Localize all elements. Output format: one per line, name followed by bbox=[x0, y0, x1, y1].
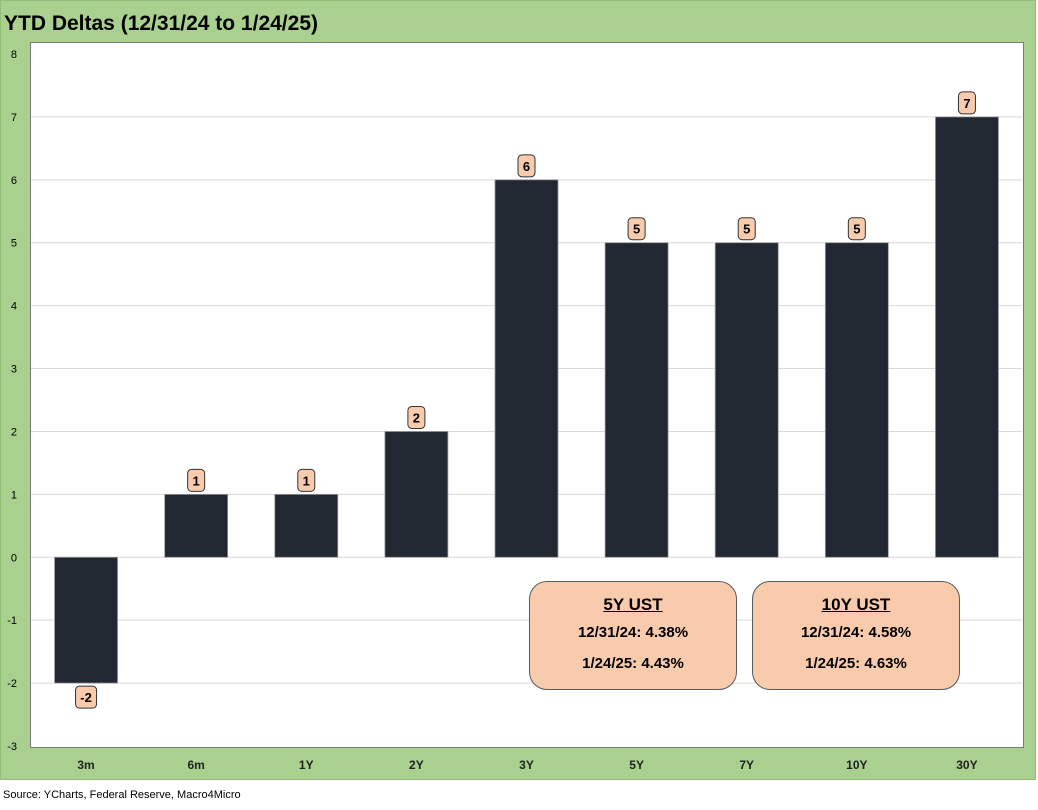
y-tick-label: -2 bbox=[7, 678, 17, 690]
data-label-text: -2 bbox=[80, 690, 92, 705]
y-tick-label: -1 bbox=[7, 615, 17, 627]
bar-5Y bbox=[604, 242, 669, 558]
x-tick-label: 6m bbox=[187, 758, 204, 772]
data-label-text: 7 bbox=[963, 96, 970, 111]
info-box-start-yield: 12/31/24: 4.58% bbox=[800, 624, 912, 641]
bar-chart: 8 7 6 5 4 3 2 1 0 -1 -2 -3 -2 3m 1 6m 1 1Y 2 2Y 6 3Y 5 5Y 5 7Y 5 10… bbox=[7, 49, 1022, 772]
x-tick-label: 2Y bbox=[409, 758, 424, 772]
data-label-text: 1 bbox=[303, 473, 310, 488]
data-label-text: 5 bbox=[633, 222, 640, 237]
data-label-text: 2 bbox=[413, 410, 420, 425]
data-label-2Y: 2 bbox=[407, 405, 426, 429]
x-tick-label: 10Y bbox=[846, 758, 867, 772]
bar-1Y bbox=[274, 493, 339, 558]
bar-3m bbox=[54, 556, 118, 684]
data-label-1Y: 1 bbox=[297, 468, 316, 492]
data-label-3Y: 6 bbox=[517, 154, 536, 178]
x-tick-label: 3m bbox=[77, 758, 94, 772]
data-label-5Y: 5 bbox=[627, 217, 646, 241]
y-tick-label: 3 bbox=[11, 364, 17, 376]
y-tick-label: 7 bbox=[11, 112, 17, 124]
bar-6m bbox=[164, 493, 229, 558]
data-label-badge bbox=[75, 685, 98, 709]
bar-7Y bbox=[714, 242, 779, 558]
y-tick-label: 4 bbox=[11, 301, 17, 313]
info-box-start-yield: 12/31/24: 4.38% bbox=[577, 624, 689, 641]
data-label-badge bbox=[957, 91, 976, 115]
x-tick-label: 1Y bbox=[299, 758, 314, 772]
data-label-badge bbox=[187, 468, 206, 492]
data-label-badge bbox=[847, 217, 866, 241]
info-box-end-yield: 1/24/25: 4.63% bbox=[805, 655, 907, 672]
data-label-text: 1 bbox=[193, 473, 200, 488]
y-tick-label: -3 bbox=[7, 741, 17, 753]
chart-title: YTD Deltas (12/31/24 to 1/24/25) bbox=[4, 12, 318, 35]
data-label-text: 5 bbox=[743, 222, 750, 237]
bar-3Y bbox=[494, 179, 559, 558]
data-label-badge bbox=[737, 217, 756, 241]
x-tick-label: 3Y bbox=[519, 758, 534, 772]
data-label-text: 6 bbox=[523, 159, 530, 174]
data-label-30Y: 7 bbox=[957, 91, 976, 115]
y-tick-label: 6 bbox=[11, 175, 17, 187]
data-label-7Y: 5 bbox=[737, 217, 756, 241]
info-box-title: 5Y UST bbox=[603, 595, 663, 614]
data-label-badge bbox=[297, 468, 316, 492]
y-tick-label: 1 bbox=[11, 489, 17, 501]
info-box-title: 10Y UST bbox=[821, 595, 891, 614]
y-tick-label: 5 bbox=[11, 238, 17, 250]
bar-2Y bbox=[384, 431, 449, 558]
y-tick-label: 2 bbox=[11, 426, 17, 438]
data-label-10Y: 5 bbox=[847, 217, 866, 241]
data-label-3m: -2 bbox=[75, 685, 98, 709]
info-box-5y-ust: 5Y UST 12/31/24: 4.38% 1/24/25: 4.43% bbox=[529, 581, 737, 690]
y-tick-label: 8 bbox=[11, 49, 17, 61]
data-label-badge bbox=[517, 154, 536, 178]
info-box-end-yield: 1/24/25: 4.43% bbox=[582, 655, 684, 672]
x-tick-label: 7Y bbox=[739, 758, 754, 772]
y-tick-label: 0 bbox=[11, 552, 17, 564]
bar-30Y bbox=[935, 116, 999, 558]
bar-10Y bbox=[824, 242, 889, 558]
x-tick-label: 30Y bbox=[956, 758, 977, 772]
data-label-6m: 1 bbox=[187, 468, 206, 492]
x-tick-label: 5Y bbox=[629, 758, 644, 772]
data-label-badge bbox=[407, 405, 426, 429]
data-label-text: 5 bbox=[853, 222, 860, 237]
data-label-badge bbox=[627, 217, 646, 241]
info-box-10y-ust: 10Y UST 12/31/24: 4.58% 1/24/25: 4.63% bbox=[752, 581, 960, 690]
source-note: Source: YCharts, Federal Reserve, Macro4… bbox=[3, 789, 241, 801]
